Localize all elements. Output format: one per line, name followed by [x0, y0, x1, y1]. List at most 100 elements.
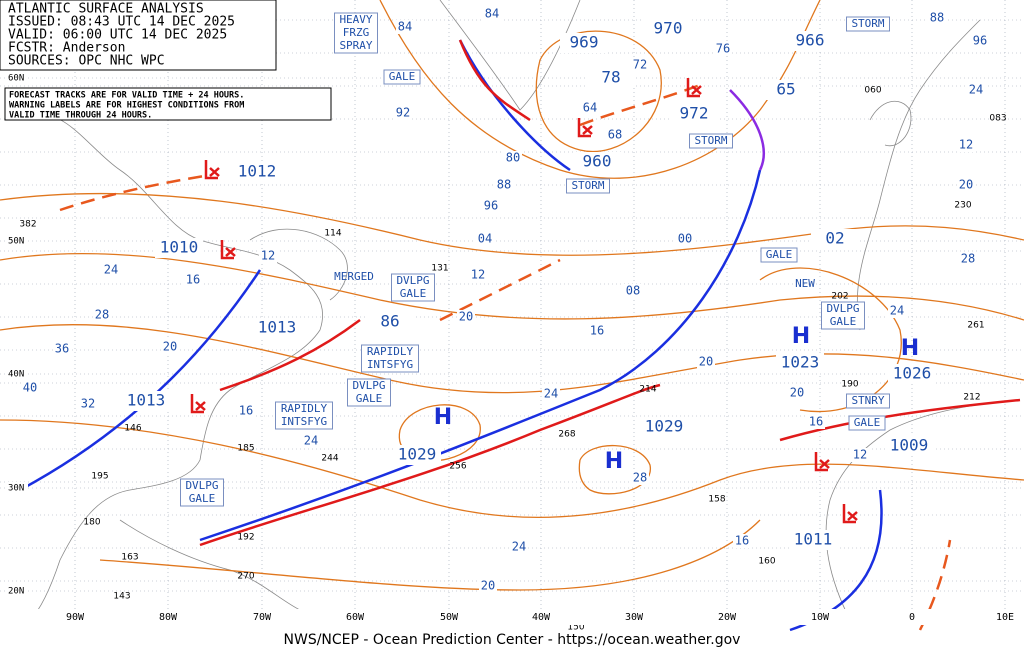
isobar-label-bg — [79, 397, 97, 411]
isobar-label: 36 — [55, 342, 69, 356]
isobar-label-bg — [184, 273, 202, 287]
warning-label: STNRY — [851, 394, 884, 407]
isobar-label-bg — [606, 128, 624, 142]
warning-label: INTSFYG — [367, 358, 413, 371]
isobar-label: 24 — [304, 434, 318, 448]
pressure-center: 1009 — [890, 436, 929, 455]
warning-label: HEAVY — [339, 13, 372, 26]
warning-label: DVLPG — [826, 302, 859, 315]
center-label-bg — [573, 152, 621, 172]
warning-label: NEW — [795, 277, 815, 290]
warning-label: GALE — [356, 392, 383, 405]
latitude-label: 60N — [8, 74, 24, 84]
pressure-center: 966 — [796, 31, 825, 50]
warning-label: RAPIDLY — [281, 402, 328, 415]
pressure-center: 1026 — [893, 364, 932, 383]
center-label-bg — [811, 229, 859, 249]
warning-box — [383, 69, 421, 85]
station-pressure: 160 — [758, 557, 775, 567]
center-label-bg — [122, 391, 170, 411]
pressure-center: 1010 — [160, 238, 199, 257]
station-pressure: 158 — [708, 495, 725, 505]
longitude-label: 40W — [532, 612, 551, 623]
isobar-label: 88 — [497, 178, 511, 192]
isobar-label-bg — [396, 20, 414, 34]
isobar-label-bg — [697, 355, 715, 369]
note-line: VALID TIME THROUGH 24 HOURS. — [9, 111, 152, 121]
isobar-label: 28 — [95, 308, 109, 322]
station-pressure: 190 — [841, 380, 858, 390]
isobar-label: 68 — [608, 128, 622, 142]
station-pressure: 114 — [324, 229, 341, 239]
isobar-label-bg — [788, 386, 806, 400]
low-symbol — [204, 160, 220, 180]
center-label-bg — [366, 312, 414, 332]
warning-label: STORM — [694, 134, 727, 147]
header-line: FCSTR: Anderson — [8, 41, 125, 56]
warning-label: SPRAY — [339, 39, 372, 52]
isobar-label: 24 — [544, 387, 558, 401]
station-pressure: 180 — [83, 518, 100, 528]
isobar-label: 24 — [890, 304, 904, 318]
isobar-label: 16 — [809, 415, 823, 429]
isobar-label-bg — [631, 471, 649, 485]
station-pressure: 143 — [113, 592, 130, 602]
isobar-label: 20 — [699, 355, 713, 369]
isobar-label: 96 — [973, 34, 987, 48]
center-label-bg — [155, 238, 203, 258]
isobar-label-bg — [482, 199, 500, 213]
center-label-bg — [253, 318, 301, 338]
station-pressure: 270 — [237, 572, 254, 582]
isobar-label: 76 — [716, 42, 730, 56]
warning-label: FRZG — [343, 26, 370, 39]
isobar-label-bg — [476, 232, 494, 246]
pressure-center: 960 — [583, 152, 612, 171]
station-pressure: 150 — [567, 623, 584, 633]
pressure-center: 1012 — [238, 162, 277, 181]
station-pressure: 202 — [831, 292, 848, 302]
isobar-label-bg — [542, 387, 560, 401]
warning-label: STORM — [571, 179, 604, 192]
isobar-label: 20 — [163, 340, 177, 354]
longitude-label: 0 — [909, 612, 915, 623]
isobar-label: 92 — [396, 106, 410, 120]
pressure-center: 02 — [825, 229, 844, 248]
center-label-bg — [233, 162, 281, 182]
warning-label: DVLPG — [185, 479, 218, 492]
warning-label: DVLPG — [352, 379, 385, 392]
warning-label: GALE — [400, 287, 427, 300]
isobar-label: 20 — [790, 386, 804, 400]
isobar-label-bg — [479, 579, 497, 593]
warning-label: INTSFYG — [281, 415, 327, 428]
station-pressure: 083 — [989, 114, 1006, 124]
isobar-label: 00 — [678, 232, 692, 246]
longitude-label: 10W — [811, 612, 830, 623]
isobar-label-bg — [469, 268, 487, 282]
lat-label-bg — [6, 72, 28, 83]
isobar-label-bg — [53, 342, 71, 356]
center-label-bg — [560, 33, 608, 53]
isobar-label-bg — [676, 232, 694, 246]
header-box — [0, 0, 277, 71]
isobar-label-bg — [237, 404, 255, 418]
pressure-center: 972 — [680, 104, 709, 123]
station-pressure: 195 — [91, 472, 108, 482]
center-label-bg — [587, 68, 635, 88]
fronts — [19, 39, 1021, 632]
isobar-label: 84 — [485, 7, 499, 21]
isobar-label: 72 — [633, 58, 647, 72]
warning-box — [180, 478, 224, 507]
header-line: ATLANTIC SURFACE ANALYSIS — [8, 2, 204, 17]
isobar-label: 64 — [583, 101, 597, 115]
station-pressure: 256 — [449, 462, 466, 472]
isobar-label-bg — [888, 304, 906, 318]
pressure-center: 1011 — [794, 530, 833, 549]
latitude-label: 40N — [8, 370, 24, 380]
warning-box — [334, 12, 378, 54]
isobar-label-bg — [302, 434, 320, 448]
warning-box — [846, 393, 890, 409]
isobar-label: 84 — [398, 20, 412, 34]
latitude-label: 50N — [8, 237, 24, 247]
isobar-label: 12 — [853, 448, 867, 462]
